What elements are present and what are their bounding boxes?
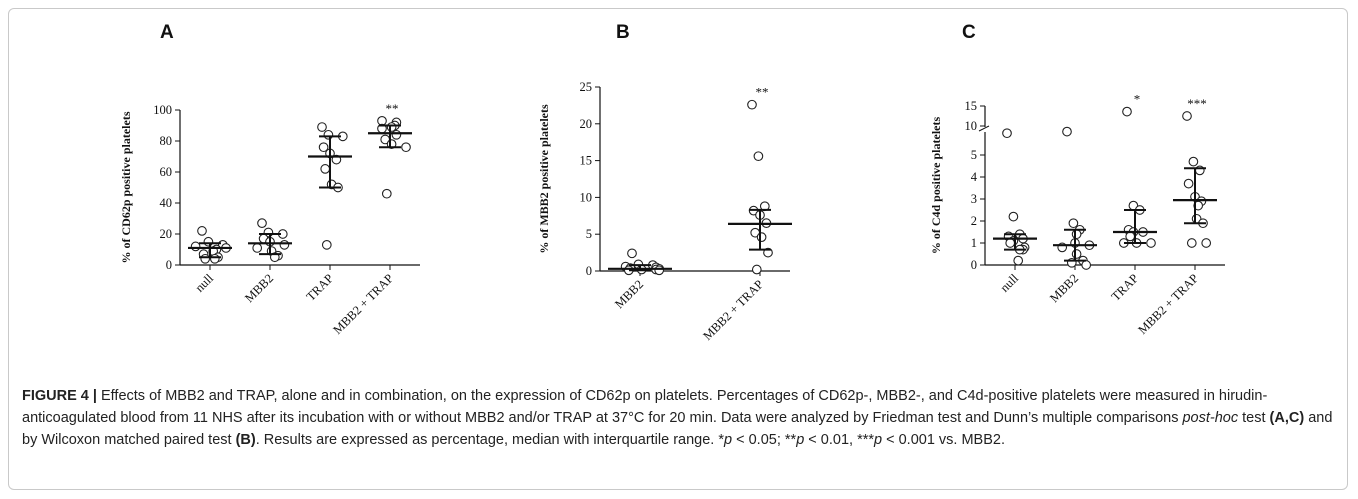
caption-p-3: p (874, 432, 882, 448)
chart-panel-a: 0 20 40 60 80 100 % of CD62p positive platelet… (119, 101, 420, 337)
chart-c-x-tick-label-trap: TRAP (1109, 271, 1142, 304)
chart-b-mbb2-trap-point-9 (753, 265, 762, 274)
caption-text-p1: < 0.05; ** (732, 432, 796, 448)
chart-c-x-tick-label-mbb2: MBB2 (1047, 271, 1081, 305)
chart-b-y-tick-label-5: 5 (586, 227, 592, 241)
chart-a-trap-point-1 (324, 131, 333, 140)
caption-p-1: p (724, 432, 732, 448)
chart-b-y-tick-label-25: 25 (580, 80, 593, 94)
chart-panel-b: 0 5 10 15 20 25 % of MBB2 positive platelets MB… (537, 80, 792, 343)
chart-c-null-point-1 (1009, 212, 1018, 221)
chart-c-mbb2-point-1 (1069, 219, 1078, 228)
chart-b-mbb2-point-0 (628, 249, 637, 258)
figure-caption: FIGURE 4 | Effects of MBB2 and TRAP, alo… (22, 385, 1340, 451)
caption-label: FIGURE 4 | (22, 388, 97, 404)
chart-a-x-tick-label-trap: TRAP (304, 271, 337, 304)
chart-a-y-tick-label-100: 100 (153, 103, 172, 117)
chart-a-mbb2-trap-point-9 (383, 189, 392, 198)
chart-c-x-tick-label-mbb2-trap: MBB2 + TRAP (1135, 271, 1201, 337)
chart-c-x-tick-label-null: null (997, 271, 1021, 295)
chart-c-y-tick-label-3: 3 (971, 192, 977, 206)
caption-text-1: Effects of MBB2 and TRAP, alone and in c… (22, 388, 1267, 426)
chart-c-y-tick-label-0: 0 (971, 258, 977, 272)
chart-a-y-tick-label-80: 80 (160, 134, 173, 148)
chart-b-mbb2-trap-point-1 (754, 152, 763, 161)
chart-a-x-tick-label-null: null (192, 271, 216, 295)
chart-c-trap-point-6 (1126, 232, 1135, 241)
chart-a-null-point-0 (198, 227, 207, 236)
chart-c-mbb2-trap-significance: *** (1187, 96, 1207, 111)
caption-text-4: . Results are expressed as percentage, m… (256, 432, 724, 448)
chart-a-trap-point-0 (318, 123, 327, 132)
chart-c-y-tick-label-10: 10 (965, 119, 978, 133)
chart-c-null-point-10 (1014, 256, 1023, 265)
chart-a-null-point-10 (201, 254, 210, 263)
chart-a-mbb2-point-5 (280, 241, 289, 250)
chart-c-null-point-0 (1003, 129, 1012, 138)
chart-a-null-point-3 (191, 242, 200, 251)
chart-a-mbb2-point-6 (253, 244, 262, 253)
chart-c-y-tick-label-5: 5 (971, 148, 977, 162)
chart-b-y-axis-label: % of MBB2 positive platelets (537, 104, 551, 254)
chart-a-mbb2-point-0 (258, 219, 267, 228)
chart-panel-c: 0 1 2 3 4 5 10 15 % of C4d positive platelets nul… (929, 92, 1225, 337)
chart-c-y-tick-label-15: 15 (965, 99, 978, 113)
chart-b-y-tick-label-10: 10 (580, 190, 593, 204)
chart-a-mbb2-trap-point-8 (402, 143, 411, 152)
chart-a-mbb2-trap-point-3 (387, 123, 396, 132)
chart-a-x-tick-label-mbb2-trap: MBB2 + TRAP (330, 271, 396, 337)
chart-b-y-tick-label-20: 20 (580, 117, 593, 131)
chart-b-mbb2-trap-significance: ** (756, 85, 769, 100)
chart-c-mbb2-trap-point-9 (1188, 239, 1197, 248)
chart-a-trap-point-9 (323, 241, 332, 250)
chart-c-mbb2-point-10 (1082, 261, 1091, 270)
chart-a-mbb2-trap-significance: ** (386, 101, 399, 116)
chart-c-y-tick-label-1: 1 (971, 236, 977, 250)
chart-a-y-axis-label: % of CD62p positive platelets (119, 111, 133, 263)
chart-c-axis-break-mark (979, 126, 989, 131)
chart-c-mbb2-trap-point-3 (1184, 179, 1193, 188)
chart-a-x-tick-label-mbb2: MBB2 (242, 271, 276, 305)
chart-a-null-point-1 (204, 237, 213, 246)
chart-c-mbb2-trap-point-0 (1183, 112, 1192, 121)
chart-b-mbb2-trap-point-7 (757, 233, 766, 242)
chart-c-y-tick-label-4: 4 (971, 170, 978, 184)
chart-a-y-tick-label-0: 0 (166, 258, 172, 272)
caption-bold-ac: (A,C) (1270, 410, 1305, 426)
chart-a-null-point-9 (211, 254, 220, 263)
chart-b-mbb2-point-10 (655, 266, 664, 275)
chart-c-trap-significance: * (1134, 92, 1141, 107)
chart-b-mbb2-trap-point-0 (748, 100, 757, 109)
chart-a-mbb2-trap-point-5 (392, 131, 401, 140)
chart-c-null-point-6 (1006, 239, 1015, 248)
caption-bold-b: (B) (236, 432, 256, 448)
chart-a-y-tick-label-40: 40 (160, 196, 173, 210)
caption-text-p2: < 0.01, *** (804, 432, 874, 448)
chart-a-y-tick-label-20: 20 (160, 227, 173, 241)
chart-c-mbb2-point-7 (1072, 250, 1081, 259)
chart-c-mbb2-point-3 (1072, 230, 1081, 239)
chart-b-y-tick-label-0: 0 (586, 264, 592, 278)
chart-c-y-tick-label-2: 2 (971, 214, 977, 228)
chart-a-trap-point-6 (321, 165, 330, 174)
chart-c-mbb2-trap-point-10 (1202, 239, 1211, 248)
chart-b-y-tick-label-15: 15 (580, 154, 593, 168)
chart-c-mbb2-trap-point-1 (1189, 157, 1198, 166)
chart-b-x-tick-label-mbb2: MBB2 (612, 277, 646, 311)
chart-c-trap-point-0 (1123, 107, 1132, 116)
caption-text-2: test (1238, 410, 1269, 426)
caption-text-p3: < 0.001 vs. MBB2. (882, 432, 1005, 448)
chart-c-trap-point-8 (1147, 239, 1156, 248)
chart-c-y-axis-label: % of C4d positive platelets (929, 117, 943, 255)
chart-a-y-tick-label-60: 60 (160, 165, 173, 179)
chart-b-x-tick-label-mbb2-trap: MBB2 + TRAP (700, 277, 766, 343)
caption-italic-1: post-hoc (1182, 410, 1238, 426)
chart-c-mbb2-point-0 (1063, 127, 1072, 136)
